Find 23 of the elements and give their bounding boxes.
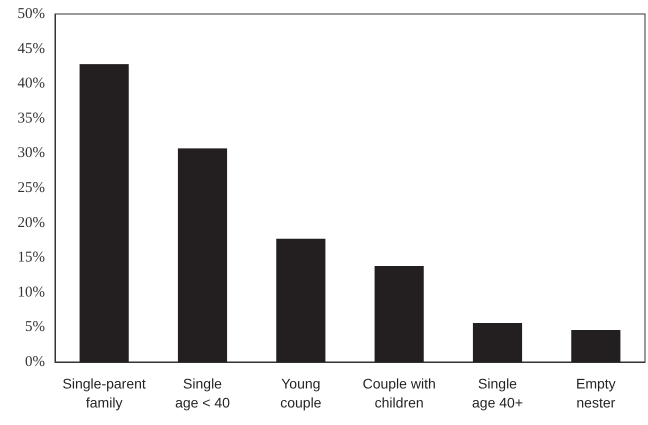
bar: [571, 330, 620, 362]
x-tick-label: Single age 40+: [472, 376, 523, 410]
y-tick-label: 25%: [18, 180, 45, 196]
bar: [80, 64, 129, 362]
y-tick-label: 10%: [18, 284, 45, 300]
y-tick-label: 20%: [18, 214, 45, 231]
x-tick-label: Single age < 40: [175, 376, 230, 410]
x-tick-label: Young couple: [280, 376, 322, 410]
bar: [276, 238, 326, 362]
bar: [178, 148, 228, 362]
x-tick-label: Couple with children: [362, 376, 436, 410]
y-tick-label: 15%: [18, 250, 45, 266]
y-tick-label: 35%: [18, 110, 45, 126]
y-tick-label: 45%: [18, 40, 45, 57]
y-tick-label: 5%: [25, 319, 45, 336]
y-tick-label: 0%: [25, 354, 45, 370]
y-tick-label: 50%: [18, 6, 45, 22]
x-tick-label: Single-parent family: [62, 376, 146, 410]
y-tick-label: 30%: [18, 145, 45, 162]
y-tick-label: 40%: [18, 76, 45, 92]
x-tick-label: Empty nester: [576, 376, 616, 410]
bar: [374, 266, 424, 362]
bar: [472, 323, 522, 362]
